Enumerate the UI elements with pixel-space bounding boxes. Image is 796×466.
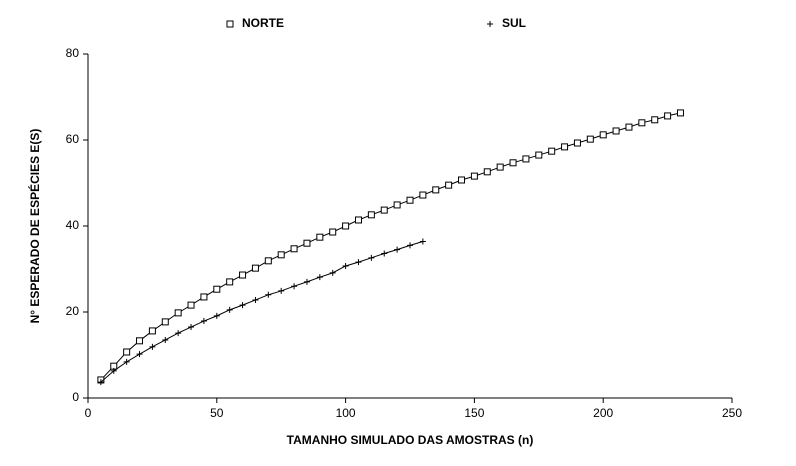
marker [432,186,440,194]
marker [162,336,169,343]
marker [342,262,349,269]
marker [251,264,259,272]
marker [278,287,285,294]
y-tick-label: 20 [66,304,80,318]
marker [303,278,310,285]
marker [509,159,517,167]
legend-label: NORTE [242,16,284,30]
marker [174,309,182,317]
marker [264,257,272,265]
marker [381,250,388,257]
marker [187,301,195,309]
marker [265,291,272,298]
marker [355,259,362,266]
x-tick-label: 100 [336,406,356,420]
marker [522,155,530,163]
marker [676,109,684,117]
marker [368,254,375,261]
marker [123,348,131,356]
y-axis-label: N° ESPERADO DE ESPÉCIES E(S) [27,129,42,324]
marker [213,285,221,293]
marker [561,143,569,151]
marker [380,206,388,214]
marker [200,318,207,325]
legend-label: SUL [502,16,526,30]
marker [161,318,169,326]
legend-marker [226,20,234,28]
marker [291,283,298,290]
marker [625,123,633,131]
series-line [100,241,424,383]
marker [239,271,247,279]
marker [342,222,350,230]
marker [586,135,594,143]
marker [483,168,491,176]
y-tick-label: 60 [66,132,80,146]
marker [394,246,401,253]
marker [548,147,556,155]
marker [188,324,195,331]
marker [252,296,259,303]
marker [226,306,233,313]
x-tick-label: 250 [722,406,742,420]
y-tick-label: 40 [66,218,80,232]
marker [664,112,672,120]
marker [316,233,324,241]
marker [535,151,543,159]
marker [97,379,104,386]
marker [651,116,659,124]
marker [123,358,130,365]
y-tick-label: 80 [66,46,80,60]
marker [419,238,426,245]
marker [573,139,581,147]
marker [419,191,427,199]
marker [290,245,298,253]
legend-marker [487,21,493,27]
marker [136,351,143,358]
marker [407,242,413,249]
marker [599,131,607,139]
marker [200,293,208,301]
x-tick-label: 150 [464,406,484,420]
marker [149,343,156,350]
marker [239,302,246,309]
marker [329,228,337,236]
marker [367,211,375,219]
marker [496,163,504,171]
x-tick-label: 200 [593,406,613,420]
marker [638,119,646,127]
y-tick-label: 0 [72,390,79,404]
marker [136,337,144,345]
marker [329,269,336,276]
x-axis-label: TAMANHO SIMULADO DAS AMOSTRAS (n) [287,433,534,447]
marker [213,312,220,319]
marker [612,127,620,135]
marker [445,181,453,189]
x-tick-label: 50 [210,406,224,420]
marker [470,172,478,180]
marker [316,274,323,281]
series-line [100,112,681,381]
marker [458,176,466,184]
marker [354,216,362,224]
marker [226,278,234,286]
marker [303,239,311,247]
marker [175,330,182,337]
x-tick-label: 0 [85,406,92,420]
marker [406,196,414,204]
marker [110,367,117,374]
marker [393,201,401,209]
marker [277,251,285,259]
marker [148,327,156,335]
